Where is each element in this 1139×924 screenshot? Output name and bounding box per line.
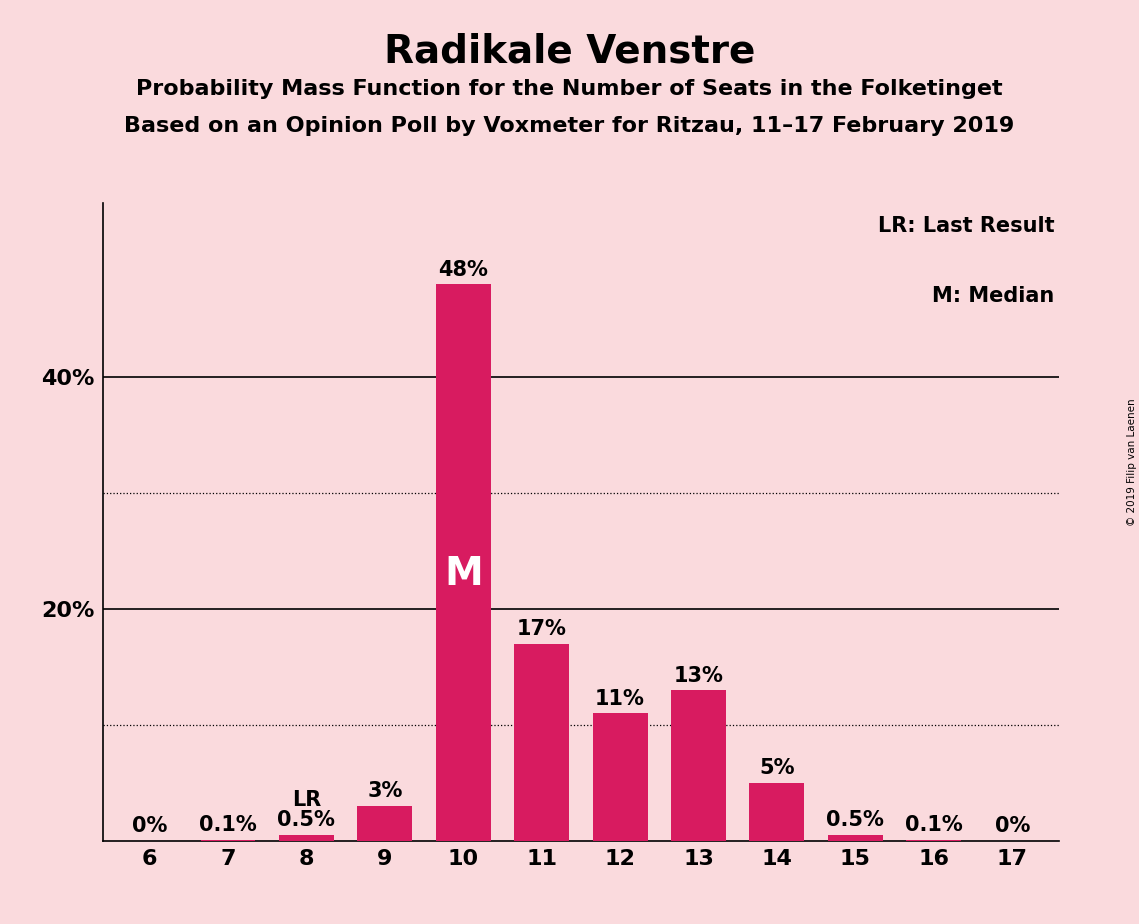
Text: 0.1%: 0.1% xyxy=(904,815,962,835)
Text: 13%: 13% xyxy=(673,665,723,686)
Text: 48%: 48% xyxy=(439,260,489,280)
Text: Based on an Opinion Poll by Voxmeter for Ritzau, 11–17 February 2019: Based on an Opinion Poll by Voxmeter for… xyxy=(124,116,1015,136)
Text: Probability Mass Function for the Number of Seats in the Folketinget: Probability Mass Function for the Number… xyxy=(137,79,1002,99)
Bar xyxy=(279,835,334,841)
Bar xyxy=(200,840,255,841)
Text: M: Median: M: Median xyxy=(932,286,1055,306)
Text: 0.5%: 0.5% xyxy=(278,810,335,831)
Text: 5%: 5% xyxy=(760,759,795,778)
Text: 0%: 0% xyxy=(994,816,1030,836)
Bar xyxy=(436,285,491,841)
Text: LR: LR xyxy=(292,789,321,809)
Bar xyxy=(907,840,961,841)
Text: M: M xyxy=(444,555,483,593)
Text: 11%: 11% xyxy=(596,688,645,709)
Bar xyxy=(828,835,883,841)
Bar xyxy=(749,783,804,841)
Bar xyxy=(671,690,726,841)
Bar xyxy=(514,644,570,841)
Text: LR: Last Result: LR: Last Result xyxy=(878,216,1055,236)
Bar xyxy=(592,713,648,841)
Text: Radikale Venstre: Radikale Venstre xyxy=(384,32,755,70)
Text: 3%: 3% xyxy=(367,782,402,801)
Text: 0.5%: 0.5% xyxy=(827,810,884,831)
Bar xyxy=(358,806,412,841)
Text: © 2019 Filip van Laenen: © 2019 Filip van Laenen xyxy=(1126,398,1137,526)
Text: 0%: 0% xyxy=(132,816,167,836)
Text: 0.1%: 0.1% xyxy=(199,815,257,835)
Text: 17%: 17% xyxy=(517,619,566,639)
